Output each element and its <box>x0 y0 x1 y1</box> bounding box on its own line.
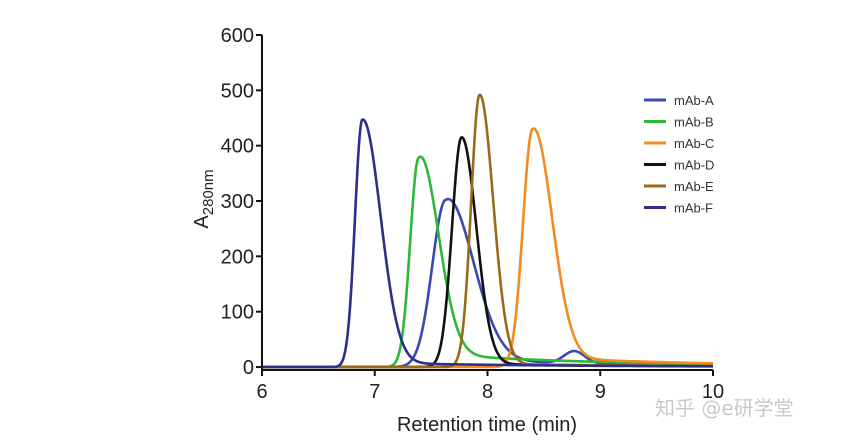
watermark: 知乎 @e研学堂 <box>655 396 794 420</box>
legend-label-mab-a: mAb-A <box>674 93 714 108</box>
legend-label-mab-b: mAb-B <box>674 115 714 130</box>
y-tick-label: 0 <box>243 357 254 379</box>
x-axis-title: Retention time (min) <box>397 414 577 436</box>
legend: mAb-A mAb-B mAb-C mAb-D mAb-E mAb-F <box>644 93 714 216</box>
legend-label-mab-f: mAb-F <box>674 201 713 216</box>
y-tick-label: 500 <box>221 80 254 102</box>
y-tick-label: 600 <box>221 25 254 47</box>
ticks: 0 100 200 300 400 500 600 6 7 8 9 10 <box>221 25 725 403</box>
legend-label-mab-e: mAb-E <box>674 179 714 194</box>
series-line-mab-b <box>261 155 714 369</box>
y-tick-label: 200 <box>221 246 254 268</box>
series-line-mab-a <box>261 197 714 369</box>
y-tick-label: 100 <box>221 302 254 324</box>
y-tick-label: 400 <box>221 136 254 158</box>
series-line-mab-f <box>261 118 714 369</box>
y-axis-title-main: A <box>191 215 213 229</box>
x-tick-label: 7 <box>369 381 380 403</box>
legend-label-mab-c: mAb-C <box>674 136 714 151</box>
x-tick-label: 6 <box>256 381 267 403</box>
series-line-mab-d <box>261 136 714 369</box>
x-tick-label: 9 <box>595 381 606 403</box>
x-tick-label: 10 <box>702 381 724 403</box>
y-axis-title-sub: 280nm <box>200 169 217 215</box>
series-line-mab-e <box>261 93 714 369</box>
y-tick-label: 300 <box>221 191 254 213</box>
legend-label-mab-d: mAb-D <box>674 158 714 173</box>
x-tick-label: 8 <box>482 381 493 403</box>
y-axis-title: A280nm <box>191 169 217 228</box>
series-group <box>261 93 714 369</box>
